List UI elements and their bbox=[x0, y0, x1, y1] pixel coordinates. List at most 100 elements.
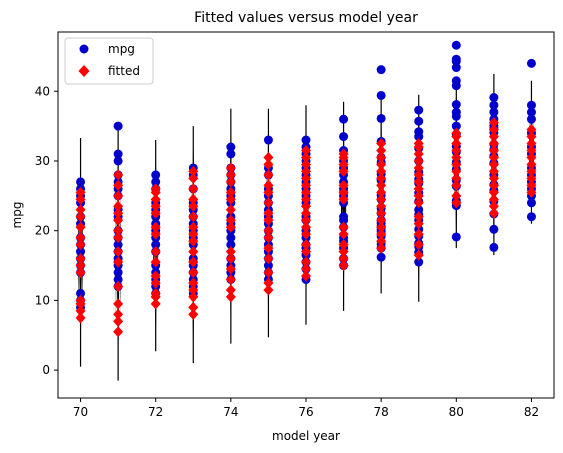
fitted-point bbox=[376, 145, 387, 157]
fitted-point bbox=[413, 148, 424, 160]
y-tick-label: 40 bbox=[35, 84, 50, 98]
fitted-point bbox=[488, 138, 499, 150]
y-axis: 0 10 20 30 40 bbox=[35, 84, 58, 377]
fitted-point bbox=[75, 232, 86, 244]
fitted-point bbox=[488, 207, 499, 219]
mpg-point bbox=[151, 177, 161, 187]
fitted-point bbox=[225, 169, 236, 181]
fitted-point bbox=[75, 294, 86, 306]
fitted-point bbox=[301, 172, 311, 184]
x-tick-label: 78 bbox=[374, 405, 389, 419]
fitted-point bbox=[301, 151, 311, 163]
fitted-point bbox=[225, 221, 236, 233]
fitted-point bbox=[488, 151, 499, 163]
mpg-point bbox=[451, 232, 461, 242]
fitted-point bbox=[338, 221, 349, 233]
fitted-point bbox=[488, 186, 499, 198]
fitted-point bbox=[113, 200, 124, 212]
fitted-point bbox=[338, 253, 349, 265]
x-tick-label: 72 bbox=[148, 405, 163, 419]
mpg-point bbox=[451, 54, 461, 64]
fitted-point bbox=[413, 169, 424, 181]
fitted-point bbox=[301, 179, 311, 191]
fitted-point bbox=[376, 221, 387, 233]
mpg-point bbox=[226, 233, 236, 243]
mpg-point bbox=[263, 135, 273, 145]
fitted-point bbox=[488, 200, 499, 212]
fitted-point bbox=[113, 190, 124, 202]
fitted-point bbox=[263, 158, 274, 170]
fitted-point bbox=[451, 138, 462, 150]
fitted-points bbox=[75, 117, 537, 338]
fitted-point bbox=[451, 145, 462, 157]
fitted-point bbox=[150, 246, 161, 258]
fitted-point bbox=[376, 138, 387, 150]
fitted-point bbox=[188, 291, 199, 303]
fitted-point bbox=[301, 193, 311, 205]
mpg-point bbox=[76, 288, 86, 298]
fitted-point bbox=[413, 228, 424, 240]
fitted-point bbox=[376, 186, 387, 198]
fitted-point bbox=[225, 253, 236, 265]
fitted-point bbox=[188, 301, 199, 313]
fitted-point bbox=[526, 172, 537, 184]
fitted-point bbox=[488, 165, 499, 177]
fitted-point bbox=[150, 298, 161, 310]
mpg-point bbox=[339, 212, 349, 222]
fitted-point bbox=[225, 186, 236, 198]
fitted-point bbox=[413, 211, 424, 223]
fitted-point bbox=[188, 200, 199, 212]
mpg-point bbox=[76, 247, 86, 257]
x-tick-label: 80 bbox=[449, 405, 464, 419]
fitted-point bbox=[113, 232, 124, 244]
fitted-point bbox=[301, 246, 311, 258]
fitted-point bbox=[150, 183, 161, 195]
fitted-point bbox=[376, 200, 387, 212]
mpg-point bbox=[376, 252, 386, 262]
fitted-point bbox=[188, 193, 199, 205]
fitted-point bbox=[113, 225, 124, 237]
mpg-point bbox=[76, 177, 86, 187]
fitted-point bbox=[150, 193, 161, 205]
x-axis-label: model year bbox=[272, 429, 340, 443]
y-tick-label: 30 bbox=[35, 154, 50, 168]
fitted-point bbox=[488, 179, 499, 191]
fitted-point bbox=[526, 151, 537, 163]
mpg-point bbox=[376, 90, 386, 100]
fitted-point bbox=[451, 158, 462, 170]
fitted-point bbox=[376, 179, 387, 191]
fitted-point bbox=[301, 158, 311, 170]
x-tick-label: 70 bbox=[73, 405, 88, 419]
mpg-point bbox=[339, 114, 349, 124]
fitted-point bbox=[263, 186, 274, 198]
fitted-point bbox=[301, 263, 311, 275]
mpg-point bbox=[414, 257, 424, 267]
mpg-point bbox=[489, 93, 499, 103]
fitted-point bbox=[376, 172, 387, 184]
fitted-point bbox=[376, 228, 387, 240]
fitted-point bbox=[113, 214, 124, 226]
fitted-point bbox=[113, 308, 124, 320]
fitted-point bbox=[488, 193, 499, 205]
fitted-point bbox=[188, 277, 199, 289]
y-axis-label: mpg bbox=[10, 202, 24, 229]
fitted-point bbox=[263, 214, 274, 226]
fitted-point bbox=[413, 218, 424, 230]
fitted-point bbox=[113, 179, 124, 191]
fitted-point bbox=[338, 239, 349, 251]
mpg-point bbox=[526, 58, 536, 68]
fitted-point bbox=[526, 124, 537, 136]
fitted-point bbox=[376, 165, 387, 177]
mpg-point bbox=[414, 205, 424, 215]
fitted-point bbox=[338, 228, 349, 240]
fitted-point bbox=[263, 225, 274, 237]
fitted-point bbox=[263, 253, 274, 265]
fitted-point bbox=[225, 193, 236, 205]
mpg-point bbox=[414, 127, 424, 137]
x-axis: 70 72 74 76 78 80 82 bbox=[73, 398, 539, 419]
chart-title: Fitted values versus model year bbox=[194, 10, 418, 26]
fitted-point bbox=[75, 204, 86, 216]
mpg-point bbox=[226, 142, 236, 152]
mpg-point bbox=[451, 107, 461, 117]
